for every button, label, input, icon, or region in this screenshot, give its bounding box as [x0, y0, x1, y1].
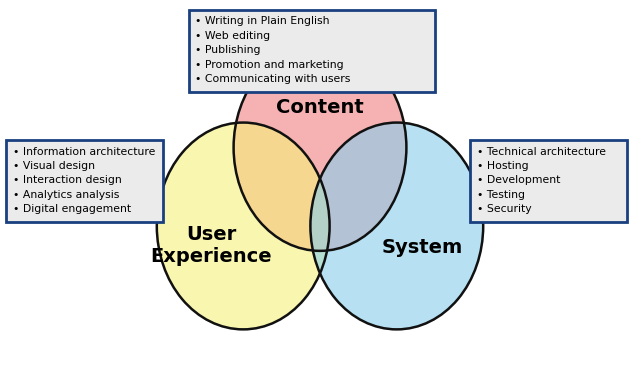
Ellipse shape: [157, 123, 330, 329]
Ellipse shape: [310, 123, 483, 329]
Text: • Technical architecture
• Hosting
• Development
• Testing
• Security: • Technical architecture • Hosting • Dev…: [477, 147, 606, 214]
FancyBboxPatch shape: [470, 140, 627, 222]
Text: • Information architecture
• Visual design
• Interaction design
• Analytics anal: • Information architecture • Visual desi…: [13, 147, 155, 214]
Text: User
Experience: User Experience: [150, 224, 272, 266]
FancyBboxPatch shape: [189, 10, 435, 92]
FancyBboxPatch shape: [6, 140, 163, 222]
Text: System: System: [382, 237, 463, 257]
Ellipse shape: [234, 44, 406, 251]
Text: Content: Content: [276, 98, 364, 117]
Text: • Writing in Plain English
• Web editing
• Publishing
• Promotion and marketing
: • Writing in Plain English • Web editing…: [195, 16, 351, 84]
